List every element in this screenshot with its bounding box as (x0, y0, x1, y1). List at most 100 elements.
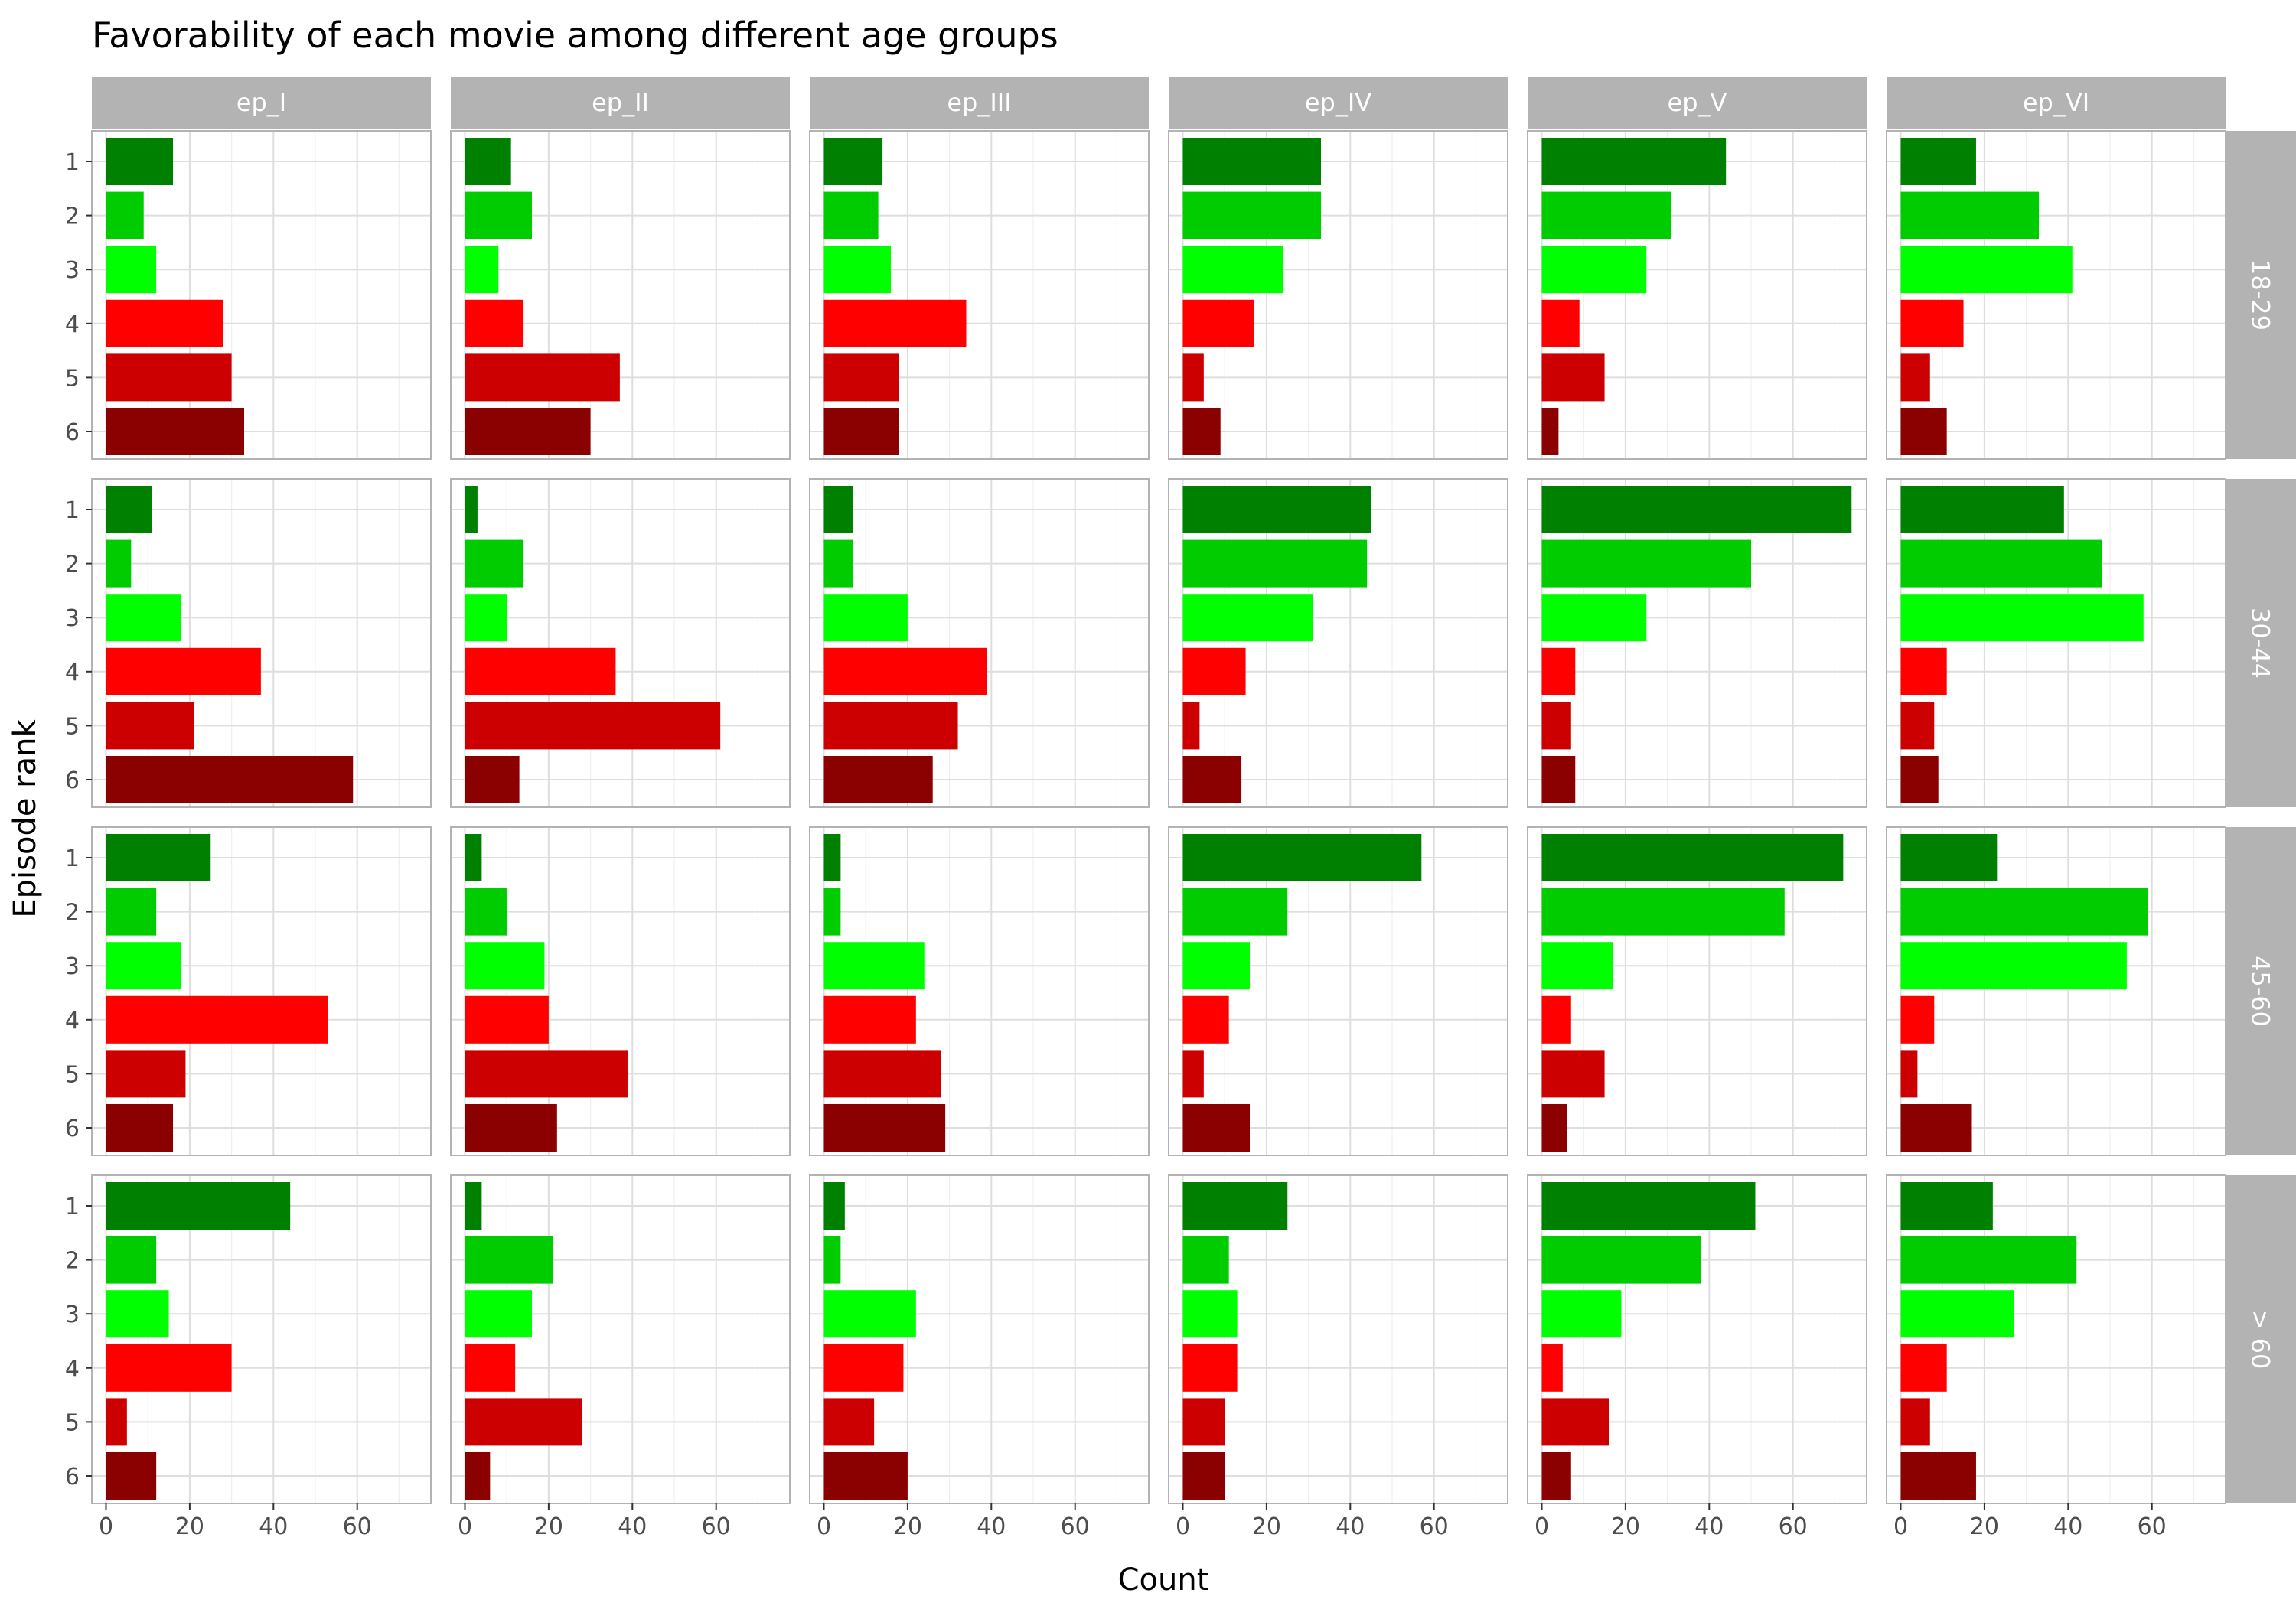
bar-rank-6 (1541, 1104, 1567, 1152)
y-tick-label: 2 (65, 204, 80, 230)
bar-rank-6 (823, 1452, 908, 1500)
x-tick-label: 0 (458, 1513, 472, 1540)
x-tick-label: 40 (1694, 1513, 1724, 1540)
y-tick-label: 6 (65, 1464, 80, 1490)
strip-label-ep_III: ep_III (947, 88, 1011, 117)
bar-rank-2 (823, 539, 853, 588)
bar-rank-4 (823, 1344, 904, 1392)
chart-title: Favorability of each movie among differe… (92, 15, 1058, 56)
bar-rank-4 (465, 995, 549, 1044)
panel-ep_V-row0 (1527, 130, 1867, 460)
x-tick-label: 60 (702, 1513, 731, 1540)
strip-background (92, 77, 431, 129)
y-tick-label: 6 (65, 1116, 80, 1142)
panel-ep_V-row3 (1527, 1174, 1867, 1504)
bar-rank-3 (1900, 594, 2144, 642)
strip-background (2225, 479, 2296, 807)
x-tick-label: 60 (1779, 1513, 1808, 1540)
y-tick-label: 1 (65, 845, 80, 872)
bar-rank-1 (1900, 834, 1998, 881)
bar-rank-3 (106, 594, 181, 642)
panel-ep_I-row3 (91, 1174, 432, 1504)
bar-rank-6 (1900, 756, 1939, 803)
bar-rank-5 (465, 702, 721, 750)
bar-rank-2 (106, 191, 144, 239)
y-tick-label: 4 (65, 311, 80, 338)
bar-rank-2 (1182, 191, 1322, 239)
panel-ep_I-row0 (91, 130, 432, 460)
panel-ep_II-row3 (450, 1174, 791, 1504)
panel-border (809, 478, 1150, 808)
bar-rank-3 (465, 942, 545, 990)
bar-rank-1 (1182, 1182, 1288, 1230)
strip-background (1169, 77, 1508, 129)
bar-rank-3 (1900, 942, 2127, 990)
strip-label-ep_VI: ep_VI (2023, 88, 2089, 117)
strip-background (1887, 77, 2226, 129)
bar-rank-3 (1182, 1290, 1238, 1338)
bar-rank-5 (823, 1050, 941, 1098)
y-tick-label: 6 (65, 419, 80, 446)
panel-border (1168, 478, 1508, 808)
bar-rank-4 (465, 299, 524, 347)
bar-rank-4 (1182, 299, 1254, 347)
bar-rank-6 (1900, 408, 1947, 455)
x-tick-label: 40 (618, 1513, 647, 1540)
bar-rank-6 (1541, 756, 1576, 803)
bar-rank-4 (823, 995, 916, 1044)
panel-border (1886, 826, 2226, 1156)
strip-background (2225, 1175, 2296, 1503)
bar-rank-5 (1900, 353, 1930, 402)
bar-rank-6 (106, 756, 354, 803)
panel-border (1527, 826, 1867, 1156)
bar-rank-5 (1900, 1050, 1918, 1098)
bar-rank-2 (106, 888, 157, 936)
bar-rank-1 (1900, 486, 2064, 533)
x-tick-label: 0 (1534, 1513, 1549, 1540)
strip-ep_IV: ep_IV (1169, 77, 1508, 129)
strip-row-0: 18-29 (2225, 131, 2296, 459)
y-tick-label: 4 (65, 660, 80, 686)
bar-rank-5 (465, 1398, 582, 1446)
bar-rank-1 (1182, 138, 1322, 185)
panel-border (809, 826, 1150, 1156)
bar-rank-2 (465, 191, 533, 239)
bar-rank-4 (106, 299, 223, 347)
bar-rank-6 (1900, 1452, 1976, 1500)
panel-border (91, 478, 432, 808)
bar-rank-2 (106, 539, 132, 588)
panel-border (1527, 130, 1867, 460)
bar-rank-5 (1182, 353, 1204, 402)
bar-rank-3 (823, 942, 925, 990)
bar-rank-1 (106, 834, 211, 881)
bar-rank-4 (823, 299, 967, 347)
y-tick-label: 5 (65, 713, 80, 740)
bar-rank-2 (465, 1236, 553, 1284)
bar-rank-4 (1541, 299, 1580, 347)
bar-rank-3 (823, 246, 892, 294)
bar-rank-1 (1541, 138, 1727, 185)
bar-rank-3 (106, 246, 157, 294)
strip-background (2225, 131, 2296, 459)
panel-border (91, 1174, 432, 1504)
bar-rank-2 (1900, 191, 2040, 239)
strip-row-3: > 60 (2225, 1175, 2296, 1503)
strip-label-ep_I: ep_I (236, 88, 286, 117)
panel-border (1886, 478, 2226, 808)
x-tick-label: 20 (1970, 1513, 1999, 1540)
panel-border (91, 826, 432, 1156)
x-tick-label: 40 (259, 1513, 288, 1540)
bar-rank-6 (465, 1104, 557, 1152)
bar-rank-6 (106, 1104, 174, 1152)
y-tick-label: 1 (65, 1194, 80, 1220)
bar-rank-5 (1900, 702, 1935, 750)
bar-rank-5 (106, 1398, 127, 1446)
bar-rank-6 (1182, 408, 1221, 455)
bar-rank-2 (1541, 1236, 1701, 1284)
strip-ep_V: ep_V (1528, 77, 1867, 129)
x-tick-label: 40 (1336, 1513, 1365, 1540)
bar-rank-1 (1541, 834, 1844, 881)
bar-rank-3 (1900, 246, 2073, 294)
bar-rank-4 (465, 1344, 516, 1392)
